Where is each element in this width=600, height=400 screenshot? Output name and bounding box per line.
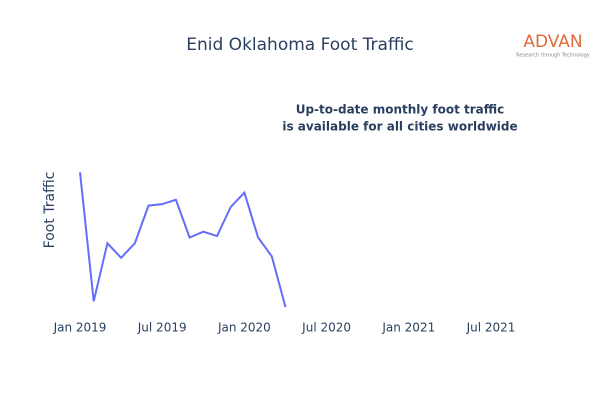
line bbox=[79, 172, 287, 308]
x-tick-label: Jan 2020 bbox=[217, 321, 271, 335]
logo-name: ADVAN bbox=[523, 32, 582, 52]
x-tick-label: Jul 2019 bbox=[137, 321, 187, 335]
annotation-line: is available for all cities worldwide bbox=[282, 120, 517, 134]
x-tick-label: Jan 2019 bbox=[53, 321, 107, 335]
y-axis-title: Foot Traffic bbox=[42, 172, 58, 249]
x-tick-label: Jul 2021 bbox=[466, 321, 516, 335]
x-tick-label: Jul 2020 bbox=[301, 321, 351, 335]
chart-title: Enid Oklahoma Foot Traffic bbox=[186, 35, 413, 55]
logo-tagline: Research through Technology bbox=[516, 53, 590, 59]
annotation-line: Up-to-date monthly foot traffic bbox=[296, 103, 505, 117]
x-tick-label: Jan 2021 bbox=[381, 321, 435, 335]
